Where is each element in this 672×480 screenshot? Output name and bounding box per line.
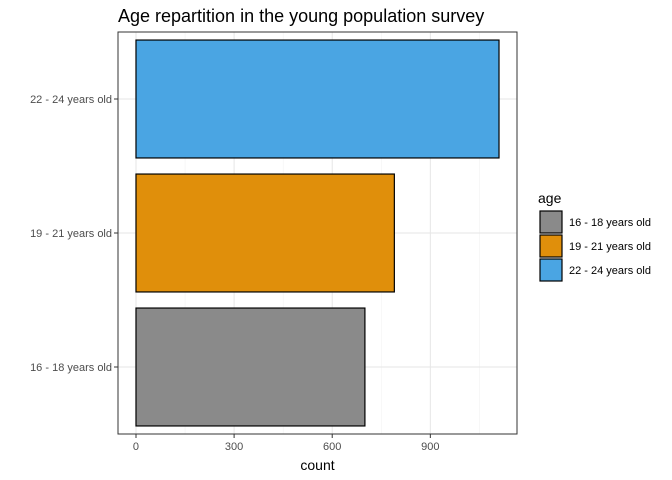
legend-key — [539, 210, 563, 234]
legend-key — [539, 234, 563, 258]
y-axis: 16 - 18 years old 19 - 21 years old 22 - 2… — [30, 94, 118, 374]
legend-label: 22 - 24 years old — [569, 265, 651, 277]
bar — [135, 173, 395, 293]
x-axis: 0 300 600 900 — [133, 434, 440, 453]
y-tick-label: 22 - 24 years old — [30, 94, 112, 106]
x-axis-title: count — [300, 457, 334, 473]
y-tick-label: 16 - 18 years old — [30, 362, 112, 374]
x-tick-label: 300 — [225, 441, 243, 453]
legend: age 16 - 18 years old 19 - 21 years old 22… — [538, 190, 651, 282]
x-tick-label: 0 — [133, 441, 139, 453]
bar — [135, 39, 500, 159]
y-tick-label: 19 - 21 years old — [30, 228, 112, 240]
legend-label: 16 - 18 years old — [569, 217, 651, 229]
legend-items: 16 - 18 years old 19 - 21 years old 22 - 2… — [539, 210, 651, 282]
x-tick-label: 600 — [323, 441, 341, 453]
x-tick-label: 900 — [421, 441, 439, 453]
bar — [135, 307, 366, 427]
bars — [135, 39, 500, 427]
chart-title: Age repartition in the young population … — [118, 6, 484, 26]
legend-key — [539, 258, 563, 282]
plot-panel — [117, 31, 518, 435]
legend-title: age — [538, 190, 562, 206]
legend-label: 19 - 21 years old — [569, 241, 651, 253]
